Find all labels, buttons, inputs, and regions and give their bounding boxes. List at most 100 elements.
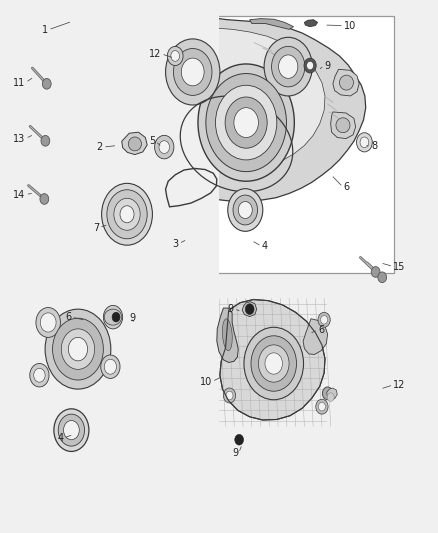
Circle shape [84,385,98,402]
Text: 8: 8 [371,141,377,151]
Circle shape [36,308,60,337]
Bar [72,16,394,273]
Ellipse shape [128,137,141,151]
Circle shape [327,393,334,401]
Circle shape [40,193,49,204]
Ellipse shape [339,75,353,90]
Circle shape [42,78,51,89]
Polygon shape [0,0,219,533]
Circle shape [234,108,258,138]
Text: 15: 15 [393,262,406,271]
Circle shape [235,434,244,445]
Circle shape [58,414,85,446]
Polygon shape [33,300,124,395]
Ellipse shape [223,319,232,351]
Circle shape [357,133,372,152]
Circle shape [322,387,333,400]
Circle shape [181,58,204,86]
Text: 11: 11 [13,78,25,87]
Circle shape [371,266,380,277]
Circle shape [58,381,72,398]
Text: 9: 9 [228,304,234,313]
Text: 12: 12 [149,49,161,59]
Polygon shape [139,16,366,201]
Polygon shape [333,69,359,96]
Polygon shape [110,189,145,219]
Circle shape [304,58,316,73]
Circle shape [378,272,387,282]
Circle shape [258,345,289,382]
Circle shape [120,206,134,223]
Circle shape [318,312,330,327]
Circle shape [251,336,297,391]
Text: 3: 3 [173,239,179,248]
Circle shape [173,49,212,95]
Text: 9: 9 [324,61,330,70]
Circle shape [68,337,88,361]
Circle shape [34,368,45,382]
Text: 6: 6 [65,312,71,322]
Circle shape [279,55,298,78]
Text: 13: 13 [13,134,25,143]
Polygon shape [220,300,325,420]
Text: 4: 4 [57,433,64,443]
Text: 2: 2 [97,142,103,152]
Polygon shape [303,319,328,354]
Polygon shape [327,388,337,400]
Ellipse shape [104,309,122,325]
Ellipse shape [336,118,350,133]
Circle shape [316,399,328,414]
Circle shape [101,355,120,378]
Circle shape [53,318,103,380]
Circle shape [321,316,328,324]
Circle shape [45,309,111,389]
Text: 9: 9 [130,313,136,323]
Circle shape [54,409,89,451]
Text: 1: 1 [42,25,48,35]
Circle shape [244,327,304,400]
Circle shape [159,141,170,154]
Circle shape [206,74,286,172]
Circle shape [112,312,120,322]
Circle shape [103,305,123,329]
Circle shape [102,183,152,245]
Circle shape [223,388,236,403]
Text: 7: 7 [93,223,99,232]
Circle shape [30,364,49,387]
Text: 4: 4 [261,241,268,251]
Circle shape [107,190,147,239]
Circle shape [64,421,79,440]
Text: 10: 10 [200,377,212,386]
Text: 9: 9 [233,448,239,458]
Circle shape [198,64,294,181]
Circle shape [318,402,325,411]
Text: 6: 6 [318,325,324,335]
Circle shape [225,97,267,148]
Polygon shape [304,20,318,27]
Text: 12: 12 [393,380,406,390]
Polygon shape [36,310,116,398]
Circle shape [166,39,220,105]
Circle shape [307,61,314,70]
Circle shape [228,189,263,231]
Circle shape [265,353,283,374]
Circle shape [264,37,312,96]
Circle shape [155,135,174,159]
Circle shape [41,135,50,146]
Polygon shape [122,132,147,155]
Circle shape [40,313,56,332]
Circle shape [61,329,95,369]
Text: 6: 6 [343,182,349,192]
Polygon shape [331,112,356,139]
Text: 5: 5 [149,136,155,146]
Polygon shape [250,19,293,29]
Circle shape [360,137,369,148]
Circle shape [272,46,305,87]
Circle shape [104,359,117,374]
Polygon shape [166,28,325,168]
Circle shape [114,198,140,230]
Circle shape [233,195,258,225]
Circle shape [238,201,252,219]
Text: 10: 10 [344,21,356,30]
Polygon shape [242,302,257,317]
